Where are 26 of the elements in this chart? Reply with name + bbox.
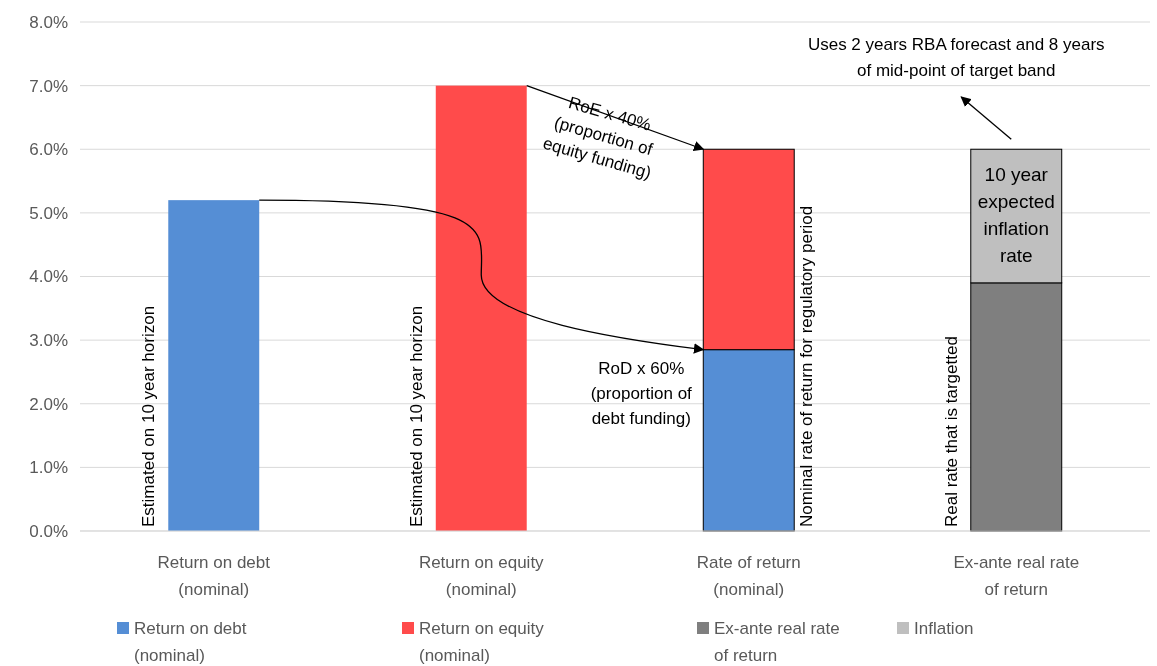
x-tick-label: Return on equity (nominal) — [418, 553, 545, 599]
x-tick-label: Rate of return (nominal) — [696, 553, 801, 599]
bar — [168, 200, 260, 531]
y-tick-label: 1.0% — [29, 458, 68, 478]
y-tick-label: 8.0% — [29, 12, 68, 32]
legend-label: Return on debt (nominal) — [134, 619, 247, 665]
y-tick-label: 7.0% — [29, 76, 68, 96]
legend-label: Return on equity (nominal) — [419, 619, 545, 665]
x-tick-label: Return on debt (nominal) — [157, 553, 271, 599]
annotation: 10 year expected inflation rate — [977, 164, 1055, 267]
annotation: Estimated on 10 year horizon — [406, 305, 426, 527]
y-tick-label: 6.0% — [29, 140, 68, 160]
bar — [435, 85, 527, 531]
y-tick-label: 4.0% — [29, 267, 68, 287]
annotation: Real rate that is targetted — [941, 336, 961, 527]
annotation: RoD x 60% (proportion of debt funding) — [590, 358, 693, 428]
annotation: Uses 2 years RBA forecast and 8 years of mid-point of target band — [807, 35, 1105, 80]
annotation: Nominal rate of return for regulatory period — [797, 205, 817, 527]
legend-label: Inflation — [914, 619, 974, 638]
y-tick-label: 2.0% — [29, 394, 68, 414]
y-tick-label: 0.0% — [29, 521, 68, 541]
legend-label: Ex-ante real rate of return — [714, 619, 840, 665]
y-tick-label: 5.0% — [29, 203, 68, 223]
y-tick-label: 3.0% — [29, 331, 68, 351]
x-tick-label: Ex-ante real rate of return — [953, 553, 1080, 599]
annotation: Estimated on 10 year horizon — [139, 305, 159, 527]
